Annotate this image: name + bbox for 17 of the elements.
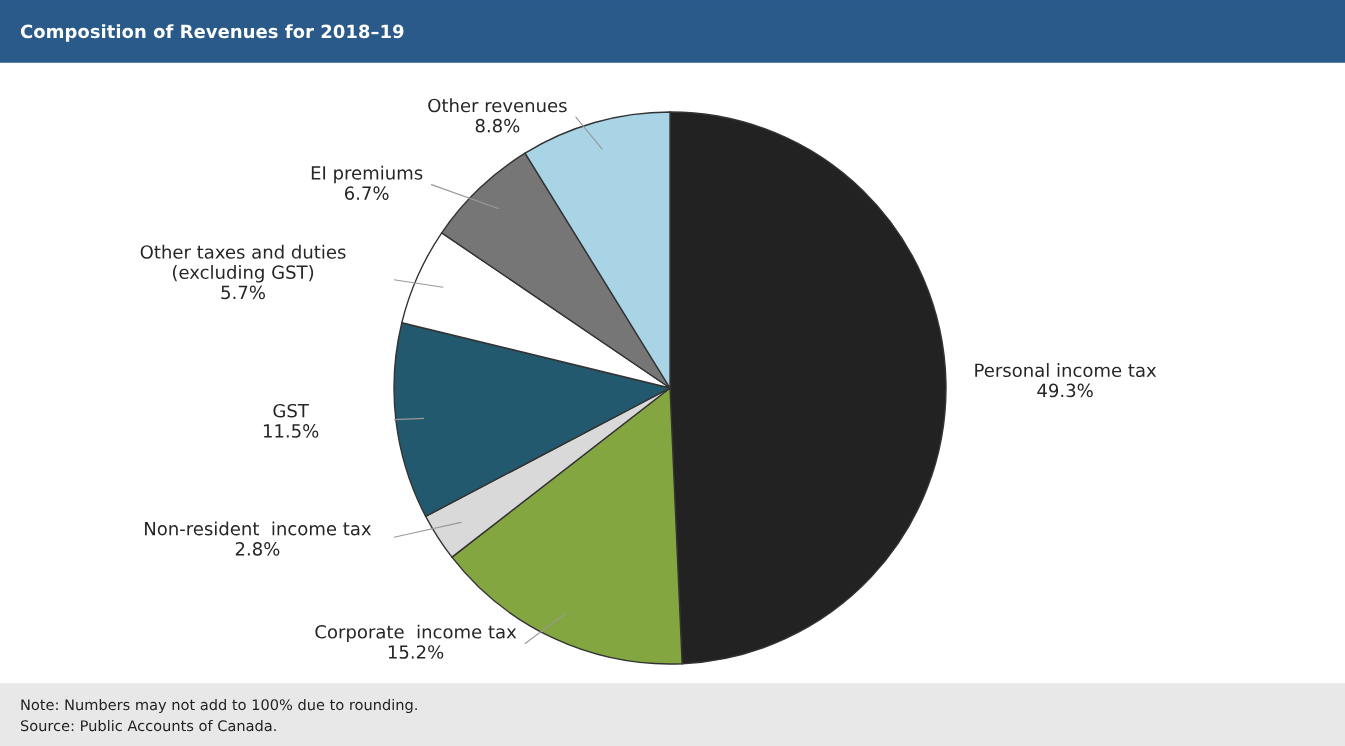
data-label: 5.7%: [221, 285, 265, 300]
data-label: 6.7%: [344, 186, 389, 200]
data-label: 11.5%: [263, 424, 319, 438]
data-label: 2.8%: [235, 542, 280, 556]
text: Note: Numbers may not add to 100% due to rounding.: [21, 698, 417, 714]
slice-label: GST: [273, 403, 309, 418]
slice-label: Corporate income tax: [315, 624, 517, 643]
slice-label: EI premiums: [311, 165, 423, 184]
chart-title: Composition of Revenues for 2018–19: [20, 24, 404, 42]
slice-label: Personal income tax: [975, 363, 1157, 378]
slice-label: Other taxes and duties (excluding GST): [140, 244, 346, 283]
data-label: 15.2%: [388, 645, 444, 659]
data-label: 49.3%: [1037, 383, 1093, 398]
slice-label: Other revenues: [428, 98, 567, 113]
data-label: 8.8%: [475, 118, 520, 133]
source-note: Source: Public Accounts of Canada.: [20, 719, 276, 732]
slice-label: Non-resident income tax: [145, 521, 371, 536]
